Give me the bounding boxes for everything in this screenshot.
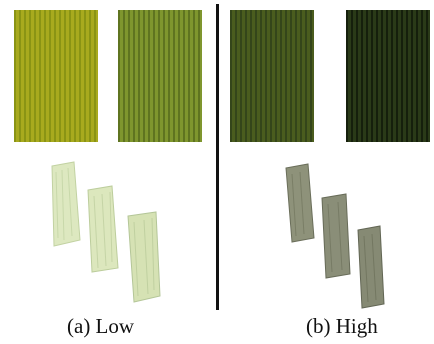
high-leaf-pieces xyxy=(285,163,385,309)
panel-divider xyxy=(216,4,219,310)
panel-low: (a) Low xyxy=(0,0,214,344)
panel-high: (b) High xyxy=(220,0,434,344)
low-texture-light xyxy=(14,10,98,142)
caption-high: (b) High xyxy=(306,314,378,338)
low-leaf-pieces xyxy=(51,161,161,303)
low-texture-medium xyxy=(118,10,202,142)
high-texture-dark xyxy=(230,10,314,142)
caption-low: (a) Low xyxy=(67,314,135,338)
high-texture-darkest xyxy=(346,10,430,142)
